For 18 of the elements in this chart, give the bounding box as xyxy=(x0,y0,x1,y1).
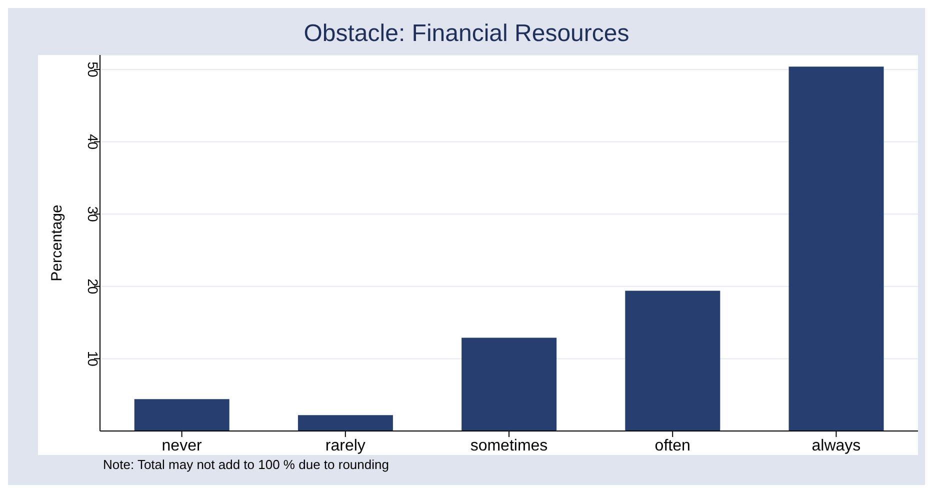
bar xyxy=(625,290,720,431)
y-tick-label: 10 xyxy=(85,350,101,367)
x-tick-label: always xyxy=(812,437,861,454)
bar xyxy=(462,338,557,431)
y-axis-title: Percentage xyxy=(48,204,66,282)
y-tick-label: 30 xyxy=(85,206,101,222)
x-tick-label: often xyxy=(654,437,690,454)
text: Note: Total may not add to 100 % due to rounding xyxy=(103,457,389,472)
bar xyxy=(298,415,393,431)
x-tick-label: sometimes xyxy=(470,437,548,454)
y-tick-label: 40 xyxy=(85,134,101,150)
bar xyxy=(788,66,884,431)
x-tick-label: rarely xyxy=(325,437,366,454)
chart-title: Obstacle: Financial Resources xyxy=(302,20,630,48)
y-tick-label: 50 xyxy=(85,62,101,78)
x-tick-label: never xyxy=(162,437,202,454)
y-tick-label: 20 xyxy=(85,278,101,294)
bar xyxy=(134,399,230,431)
